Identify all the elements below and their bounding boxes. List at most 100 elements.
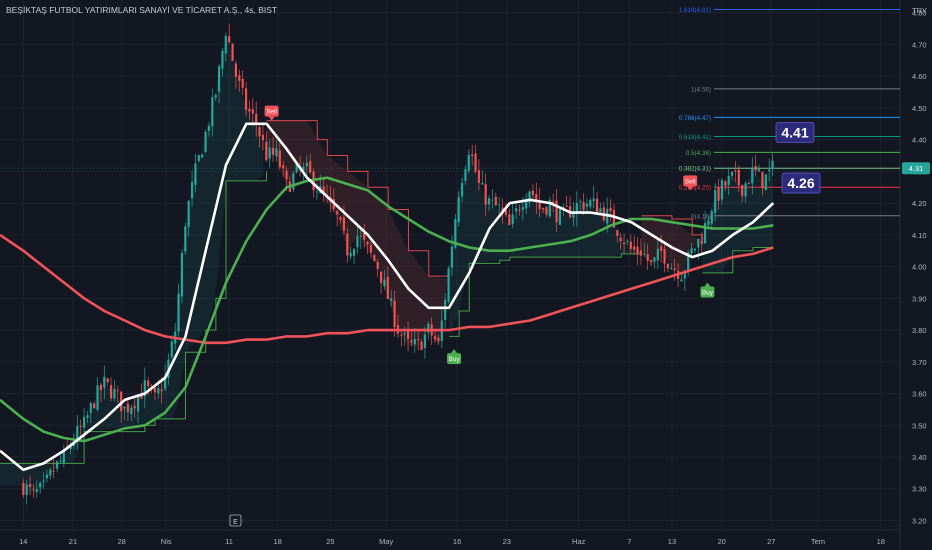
candle <box>282 165 285 169</box>
candle <box>62 449 65 463</box>
candle <box>649 259 653 262</box>
candle <box>521 207 524 210</box>
candle <box>714 189 717 214</box>
trail-cloud-down <box>266 120 449 346</box>
chart-title: BEŞİKTAŞ FUTBOL YATIRIMLARI SANAYİ VE Tİ… <box>6 5 278 15</box>
candle <box>622 242 626 245</box>
y-tick-label: 4.00 <box>912 263 927 272</box>
candle <box>653 257 656 262</box>
candle <box>130 407 133 415</box>
candle <box>656 248 659 261</box>
buy-badge <box>700 286 715 298</box>
candle <box>410 340 413 343</box>
candle <box>369 244 373 253</box>
candle <box>764 174 767 191</box>
x-tick-label: 7 <box>627 537 631 546</box>
candle <box>271 147 275 155</box>
event-label: E <box>233 519 238 526</box>
trail-cloud-up <box>449 146 642 337</box>
candle <box>342 217 346 231</box>
sell-label: Sell <box>266 109 277 116</box>
candle <box>147 380 150 387</box>
candle <box>582 202 585 210</box>
candle <box>261 134 265 141</box>
candle <box>157 388 160 394</box>
candle <box>349 252 352 257</box>
candle <box>707 220 710 226</box>
candle <box>626 241 629 242</box>
candle <box>295 163 298 173</box>
candle <box>444 299 447 320</box>
candle <box>518 209 521 211</box>
candle <box>106 378 109 383</box>
candle <box>757 169 761 172</box>
candle <box>113 388 116 399</box>
candle <box>383 279 386 287</box>
candle <box>514 208 518 212</box>
signal-sell-marker: Sell <box>683 175 698 191</box>
candle <box>244 88 248 111</box>
candle <box>143 380 146 397</box>
candle <box>292 173 295 190</box>
candle <box>592 198 595 202</box>
candle <box>305 162 308 167</box>
candle <box>552 201 555 203</box>
y-tick-label: 4.50 <box>912 104 927 113</box>
y-tick-label: 3.60 <box>912 390 927 399</box>
trail-stop-line-up <box>448 253 642 337</box>
candle <box>86 415 89 418</box>
fib-label: 0.786(4.47) <box>679 115 711 122</box>
candle <box>136 395 140 412</box>
candle <box>228 36 231 43</box>
candle <box>120 391 123 412</box>
sell-badge <box>264 105 279 117</box>
trailing-stop-layer <box>0 38 774 494</box>
buy-label: Buy <box>448 356 460 363</box>
candle <box>565 205 568 207</box>
buy-pointer <box>704 282 711 287</box>
candle <box>180 252 184 297</box>
buy-badge <box>447 353 462 365</box>
candle <box>406 331 410 340</box>
fib-label: 0.5(4.36) <box>686 150 711 157</box>
candle <box>197 155 200 161</box>
candle <box>663 249 666 264</box>
candle <box>76 426 79 442</box>
candle <box>609 207 612 212</box>
candle <box>450 246 454 268</box>
candle <box>22 482 25 496</box>
candle <box>140 394 143 399</box>
candle <box>177 293 180 332</box>
candle <box>494 196 497 206</box>
x-tick-label: 23 <box>503 537 511 546</box>
candle <box>35 489 38 492</box>
ema-slow-line <box>0 233 774 345</box>
candle <box>25 484 28 495</box>
candle <box>471 154 474 156</box>
candle <box>28 484 32 488</box>
candle <box>103 376 106 388</box>
x-tick-label: Tem <box>811 537 825 546</box>
candle <box>96 385 99 410</box>
candle <box>373 255 376 261</box>
x-tick-label: 18 <box>274 537 282 546</box>
candle <box>133 405 136 409</box>
candle <box>616 230 619 236</box>
candle <box>531 190 535 195</box>
candle <box>163 375 167 389</box>
candle <box>538 200 541 210</box>
y-tick-label: 3.70 <box>912 358 927 367</box>
target-value: 4.41 <box>781 124 808 140</box>
candle <box>423 334 427 348</box>
x-tick-label: 18 <box>877 537 885 546</box>
candle <box>248 108 251 112</box>
candle <box>633 246 636 250</box>
candle <box>238 75 241 81</box>
candle <box>116 390 119 392</box>
x-tick-label: 25 <box>326 537 334 546</box>
candle <box>558 209 562 225</box>
sell-pointer <box>268 116 275 121</box>
candle <box>258 127 261 137</box>
trail-cloud-up <box>0 38 264 494</box>
